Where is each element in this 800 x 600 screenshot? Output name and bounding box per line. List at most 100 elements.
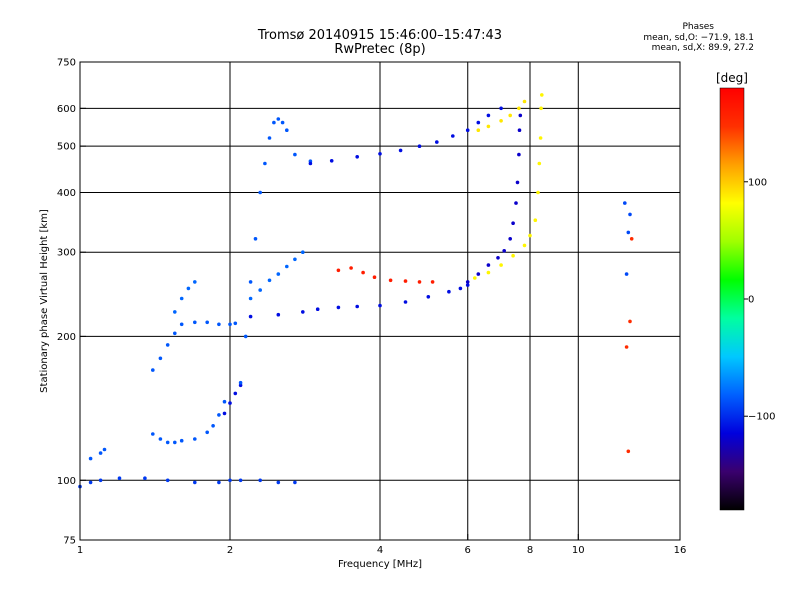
data-point	[217, 480, 221, 485]
data-point	[538, 136, 543, 140]
data-point	[518, 113, 523, 118]
x-tick-label: 1	[77, 545, 83, 556]
data-point	[388, 278, 393, 283]
data-point	[499, 119, 503, 123]
data-point	[517, 152, 521, 157]
data-point	[486, 263, 491, 267]
x-tick-label: 8	[527, 545, 533, 556]
colorbar-label: [deg]	[716, 71, 748, 85]
data-point	[117, 476, 122, 481]
data-point	[248, 296, 253, 301]
data-point	[539, 106, 543, 111]
phase-stats-title: Phases	[682, 22, 714, 32]
data-point	[528, 233, 532, 238]
data-point	[624, 345, 629, 349]
data-point	[143, 476, 147, 481]
data-point	[228, 322, 232, 327]
data-point	[267, 278, 272, 283]
data-point	[233, 391, 238, 396]
data-point	[276, 480, 281, 485]
data-point	[301, 310, 305, 314]
data-point	[267, 136, 272, 140]
data-point	[628, 319, 632, 324]
data-point	[315, 307, 320, 312]
data-point	[217, 413, 221, 417]
data-point	[276, 117, 281, 121]
data-point	[502, 249, 507, 253]
data-point	[238, 478, 243, 483]
data-point	[458, 286, 463, 291]
data-point	[486, 270, 491, 275]
data-point	[88, 480, 93, 485]
x-tick-label: 2	[227, 545, 233, 556]
data-point	[476, 272, 481, 276]
data-point	[465, 128, 470, 132]
data-point	[517, 106, 521, 111]
data-point	[522, 243, 527, 248]
colorbar-tick-label: 100	[748, 177, 767, 188]
data-point	[355, 155, 360, 159]
colorbar-tick-label: −100	[748, 412, 775, 423]
data-point	[398, 148, 403, 153]
data-point	[243, 334, 248, 339]
chart-subtitle: RwPretec (8p)	[334, 42, 426, 57]
data-point	[435, 140, 439, 144]
data-points	[78, 93, 634, 489]
data-point	[253, 237, 258, 241]
data-point	[158, 356, 163, 361]
y-tick-label: 750	[57, 58, 76, 69]
x-axis-label: Frequency [MHz]	[338, 559, 422, 570]
data-point	[308, 161, 313, 166]
data-point	[102, 447, 107, 452]
data-point	[430, 280, 435, 284]
colorbar	[719, 87, 745, 511]
data-point	[276, 312, 281, 317]
x-tick-label: 16	[674, 545, 687, 556]
x-tick-label: 4	[377, 545, 383, 556]
data-point	[496, 255, 500, 260]
data-point	[158, 437, 163, 441]
data-point	[293, 152, 297, 157]
data-point	[88, 456, 93, 461]
data-point	[293, 257, 297, 262]
data-point	[280, 120, 285, 125]
data-point	[465, 283, 470, 287]
data-point	[98, 451, 103, 455]
y-tick-label: 600	[57, 104, 76, 115]
data-point	[417, 144, 422, 148]
data-point	[540, 93, 544, 97]
data-point	[211, 424, 215, 428]
data-point	[499, 106, 503, 111]
data-point	[179, 296, 184, 301]
data-point	[508, 113, 512, 118]
phase-stats-o: mean, sd,O: −71.9, 18.1	[643, 33, 754, 43]
data-point	[426, 295, 431, 299]
x-tick-label: 6	[465, 545, 471, 556]
data-point	[486, 124, 491, 129]
data-point	[623, 201, 627, 205]
data-point	[285, 128, 289, 132]
data-point	[228, 478, 232, 483]
colorbar-ticks: 100 0 −100	[744, 177, 775, 423]
data-point	[624, 272, 629, 276]
data-point	[499, 263, 503, 267]
data-point	[193, 480, 197, 485]
data-point	[173, 440, 177, 445]
data-point	[336, 268, 341, 273]
y-tick-label: 200	[57, 332, 76, 343]
data-point	[233, 321, 238, 326]
data-point	[238, 380, 243, 385]
data-point	[349, 266, 353, 270]
data-point	[165, 478, 170, 483]
data-point	[263, 161, 267, 166]
data-point	[179, 438, 184, 443]
data-point	[473, 276, 477, 280]
data-point	[403, 300, 408, 304]
data-point	[536, 190, 540, 195]
x-tick-label: 10	[572, 545, 585, 556]
colorbar-tick-label: 0	[748, 295, 754, 306]
data-point	[179, 322, 184, 327]
data-point	[476, 128, 481, 132]
x-axis-ticks: 1 2 4 6 8 10 16	[77, 534, 687, 556]
data-point	[372, 275, 377, 280]
